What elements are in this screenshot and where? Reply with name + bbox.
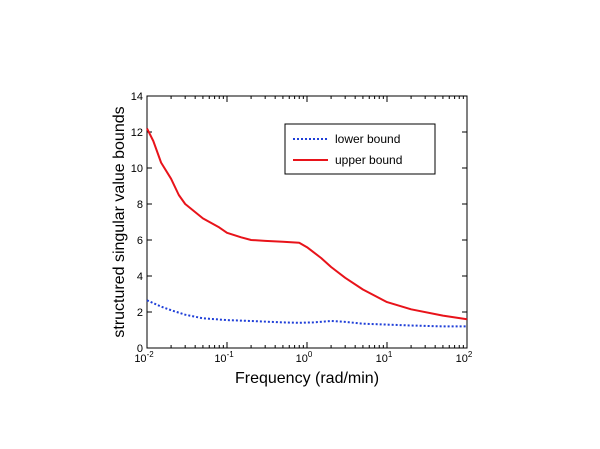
- y-tick-label: 10: [131, 163, 143, 175]
- series-line-upper-bound: [146, 127, 468, 321]
- x-tick-exponent: 0: [308, 350, 313, 359]
- legend-box: [284, 123, 436, 175]
- series-lines: [146, 127, 468, 328]
- y-tick-label: 8: [137, 199, 143, 211]
- y-tick-label: 12: [131, 127, 143, 139]
- x-axis-title: Frequency (rad/min): [235, 370, 379, 387]
- x-tick-exponent: -2: [147, 350, 155, 359]
- x-tick-label: 100: [296, 350, 313, 365]
- y-axis-title: structured singular value bounds: [111, 106, 128, 337]
- x-tick-label: 10-1: [214, 350, 234, 365]
- x-tick-exponent: 1: [388, 350, 393, 359]
- y-tick-label: 4: [137, 271, 143, 283]
- legend-label-upper-bound: upper bound: [335, 153, 402, 167]
- x-tick-base: 10: [296, 353, 308, 365]
- x-tick-base: 10: [376, 353, 388, 365]
- x-tick-base: 10: [214, 353, 226, 365]
- x-tick-base: 10: [134, 353, 146, 365]
- y-tick-label: 6: [137, 235, 143, 247]
- y-tick-label: 2: [137, 307, 143, 319]
- x-tick-exponent: -1: [227, 350, 235, 359]
- x-tick-exponent: 2: [468, 350, 473, 359]
- x-tick-label: 10-2: [134, 350, 154, 365]
- y-tick-label: 0: [137, 343, 143, 355]
- legend-label-lower-bound: lower bound: [335, 132, 400, 146]
- x-tick-label: 101: [376, 350, 393, 365]
- legend: lower bound upper bound: [284, 123, 436, 175]
- series-line-lower-bound: [146, 299, 467, 328]
- x-tick-base: 10: [456, 353, 468, 365]
- y-tick-label: 14: [131, 91, 143, 103]
- x-tick-label: 102: [456, 350, 473, 365]
